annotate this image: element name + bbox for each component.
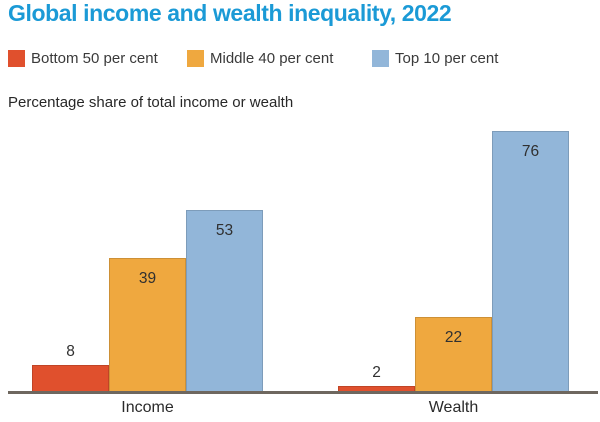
bar-wealth-bottom-50-per-cent: 2 bbox=[338, 364, 415, 393]
chart-title: Global income and wealth inequality, 202… bbox=[8, 0, 452, 26]
bar-wealth-middle-40-per-cent: 22 bbox=[415, 317, 492, 393]
legend-swatch-middle-40 bbox=[187, 50, 204, 67]
bar-value-label: 39 bbox=[138, 270, 157, 287]
bar-value-label: 53 bbox=[215, 222, 234, 239]
legend: Bottom 50 per cent Middle 40 per cent To… bbox=[0, 50, 600, 67]
legend-item-middle-40: Middle 40 per cent bbox=[187, 50, 333, 67]
bar-value-label: 22 bbox=[444, 329, 463, 346]
bar-income-bottom-50-per-cent: 8 bbox=[32, 343, 109, 393]
x-axis-label-income: Income bbox=[121, 399, 174, 416]
legend-label: Middle 40 per cent bbox=[210, 50, 334, 67]
bar-income-top-10-per-cent: 53 bbox=[186, 210, 263, 393]
x-axis-label-wealth: Wealth bbox=[428, 399, 479, 416]
chart-subtitle: Percentage share of total income or weal… bbox=[8, 94, 294, 111]
x-axis-line bbox=[8, 391, 598, 394]
legend-item-bottom-50: Bottom 50 per cent bbox=[8, 50, 158, 67]
bar-income-middle-40-per-cent: 39 bbox=[109, 258, 186, 393]
bar-value-label: 76 bbox=[521, 143, 540, 160]
bar-value-label: 8 bbox=[66, 343, 75, 360]
legend-label: Bottom 50 per cent bbox=[31, 50, 158, 67]
legend-label: Top 10 per cent bbox=[395, 50, 499, 67]
bar-wealth-top-10-per-cent: 76 bbox=[492, 131, 569, 393]
legend-swatch-top-10 bbox=[372, 50, 389, 67]
legend-swatch-bottom-50 bbox=[8, 50, 25, 67]
legend-item-top-10: Top 10 per cent bbox=[372, 50, 498, 67]
bar-value-label: 2 bbox=[372, 364, 381, 381]
